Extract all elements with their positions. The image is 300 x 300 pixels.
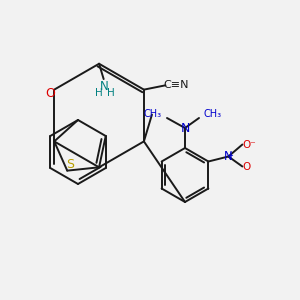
Text: N: N [224, 150, 233, 163]
Text: CH₃: CH₃ [144, 109, 162, 119]
Text: C≡N: C≡N [164, 80, 189, 90]
Text: O: O [242, 161, 250, 172]
Text: N: N [100, 80, 109, 93]
Text: N: N [180, 122, 190, 134]
Text: H: H [107, 88, 115, 98]
Text: S: S [66, 158, 74, 171]
Text: O: O [45, 87, 55, 100]
Text: CH₃: CH₃ [204, 109, 222, 119]
Text: +: + [226, 151, 233, 160]
Text: O⁻: O⁻ [242, 140, 256, 149]
Text: H: H [95, 88, 103, 98]
